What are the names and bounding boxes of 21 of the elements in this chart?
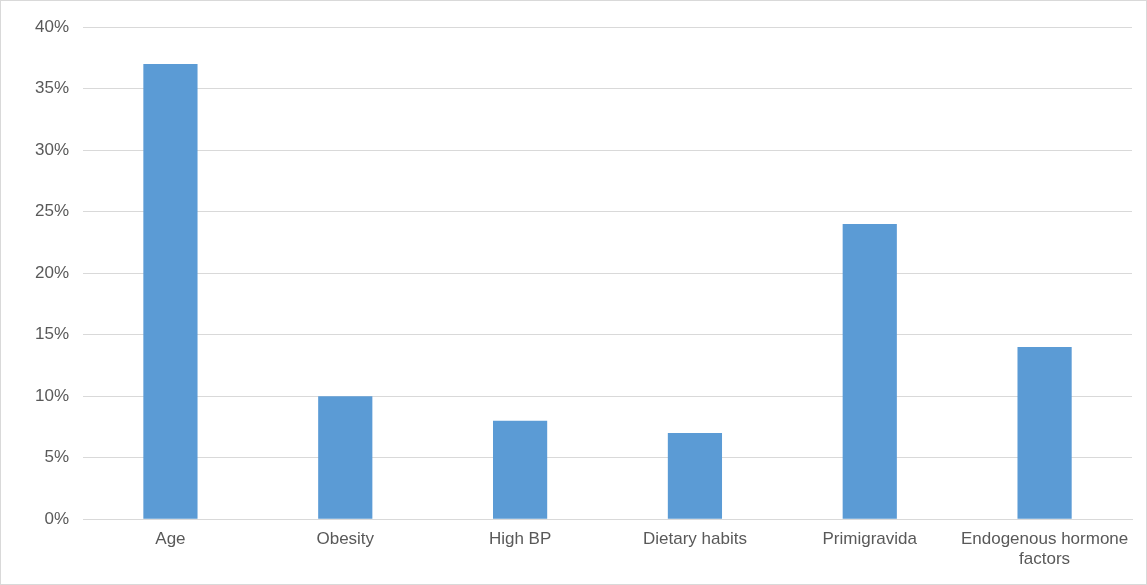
y-tick-label: 5% (44, 447, 70, 467)
x-tick-label: Primigravida (822, 529, 918, 549)
y-tick-label: 25% (34, 201, 70, 221)
y-tick-label: 0% (44, 508, 70, 528)
y-tick-label: 35% (34, 78, 70, 98)
x-tick-label: Obesity (316, 529, 375, 549)
y-tick-label: 40% (34, 16, 70, 36)
y-tick-label: 30% (34, 139, 70, 159)
bar (1017, 346, 1072, 519)
x-tick-label: Dietary habits (642, 529, 747, 549)
y-tick-label: 20% (34, 262, 70, 282)
y-tick-label: 10% (34, 385, 70, 405)
bar (667, 433, 723, 519)
bar (143, 63, 198, 519)
y-tick-label: 15% (34, 324, 70, 344)
x-tick-label: Age (155, 529, 186, 549)
bar (842, 223, 897, 519)
bar (318, 396, 373, 519)
x-tick-label: Endogenous hormone factors (960, 529, 1129, 569)
x-tick-label: High BP (488, 529, 552, 549)
bar (493, 420, 548, 519)
